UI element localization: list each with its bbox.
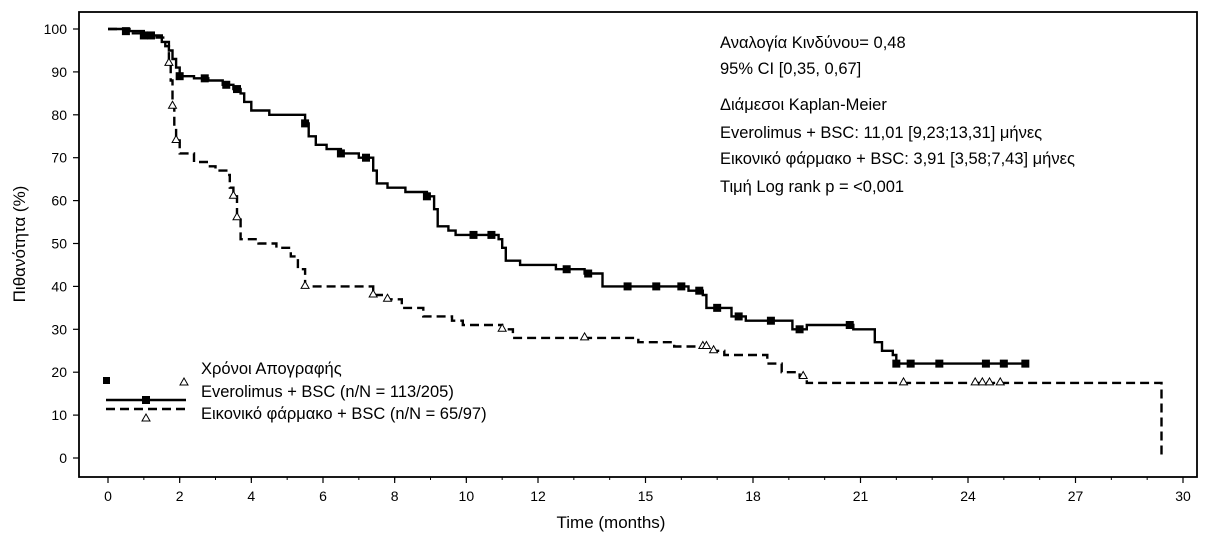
censor-square-marker [766, 316, 775, 325]
legend-censor-triangle-icon [179, 376, 189, 386]
censor-triangle-marker [300, 280, 310, 289]
censor-triangle-marker [708, 344, 719, 354]
annotation-ci: 95% CI [0,35, 0,67] [720, 60, 861, 78]
censor-square-marker [233, 85, 241, 94]
legend-square-marker-icon [142, 396, 150, 404]
annotation-hazard-ratio: Αναλογία Κινδύνου= 0,48 [720, 34, 906, 52]
x-tick-label: 15 [638, 488, 654, 504]
x-tick-label: 10 [459, 488, 475, 504]
x-tick-label: 27 [1068, 488, 1084, 504]
censor-square-marker [734, 312, 743, 321]
legend-triangle-marker-icon [141, 412, 151, 422]
legend-entry-everolimus: Everolimus + BSC (n/N = 113/205) [201, 383, 454, 401]
censor-square-marker [139, 31, 148, 40]
y-axis-ticks: 0 10 20 30 40 50 60 70 80 90 100 [44, 21, 79, 466]
censor-triangle-marker [970, 376, 981, 386]
censor-square-marker [469, 230, 478, 239]
x-tick-label: 4 [247, 488, 255, 504]
x-tick-label: 6 [319, 488, 327, 504]
censor-square-marker [200, 74, 209, 83]
censor-triangle-marker [579, 331, 590, 341]
x-tick-label: 0 [104, 488, 112, 504]
censor-square-marker [906, 359, 915, 368]
censor-square-marker [1021, 359, 1030, 368]
censor-triangle-marker [995, 376, 1006, 386]
censor-triangle-marker [898, 376, 909, 386]
series-layer [108, 27, 1163, 458]
censor-triangle-marker [232, 211, 242, 221]
y-tick-label: 90 [51, 64, 67, 80]
x-tick-label: 21 [853, 488, 869, 504]
censor-square-marker [713, 303, 722, 312]
censor-square-marker [999, 359, 1008, 368]
annotation-km-medians-title: Διάμεσοι Kaplan-Meier [720, 96, 887, 114]
legend-censor-square-icon [103, 377, 110, 384]
censor-square-marker [623, 282, 632, 291]
censor-square-marker [562, 265, 571, 274]
y-tick-label: 10 [51, 407, 67, 423]
y-tick-label: 50 [51, 236, 67, 252]
annotation-log-rank: Τιμή Log rank p = <0,001 [720, 178, 904, 196]
y-tick-label: 60 [51, 193, 67, 209]
annotation-block: Αναλογία Κινδύνου= 0,48 95% CI [0,35, 0,… [720, 34, 1075, 196]
x-tick-label: 30 [1175, 488, 1191, 504]
y-tick-label: 0 [59, 450, 67, 466]
censor-square-marker [892, 359, 901, 368]
censor-triangle-marker [798, 370, 809, 379]
y-tick-label: 100 [44, 21, 68, 37]
x-axis-label: Time (months) [557, 513, 666, 532]
legend-entry-placebo: Εικονικό φάρμακο + BSC (n/N = 65/97) [201, 405, 487, 423]
censor-triangle-marker [164, 57, 174, 66]
censor-square-marker [845, 321, 854, 330]
censor-triangle-marker [368, 288, 379, 298]
x-tick-label: 24 [960, 488, 976, 504]
censor-square-marker [935, 359, 944, 368]
x-tick-label: 2 [176, 488, 184, 504]
censor-square-marker [695, 286, 704, 295]
censor-square-marker [175, 72, 184, 81]
censor-square-marker [121, 27, 130, 36]
x-tick-label: 18 [745, 488, 761, 504]
plot-frame [78, 11, 1198, 478]
km-curve-everolimus [108, 27, 1026, 365]
censor-square-marker [487, 230, 496, 239]
censor-triangle-marker [701, 340, 712, 349]
censor-square-marker [422, 192, 431, 201]
legend-title: Χρόνοι Απογραφής [201, 360, 342, 378]
y-tick-label: 70 [51, 150, 67, 166]
x-tick-label: 8 [391, 488, 399, 504]
y-tick-label: 40 [51, 278, 67, 294]
censor-square-marker [677, 282, 686, 291]
y-axis-label: Πιθανότητα (%) [10, 186, 29, 303]
censor-triangle-marker [382, 293, 393, 302]
x-tick-label: 12 [530, 488, 546, 504]
x-axis-ticks: 0 2 4 6 8 10 12 15 18 21 24 27 30 [104, 477, 1191, 504]
censor-square-marker [222, 80, 231, 89]
censor-triangle-marker [984, 376, 995, 386]
annotation-median-everolimus: Everolimus + BSC: 11,01 [9,23;13,31] μήν… [720, 124, 1042, 142]
annotation-median-placebo: Εικονικό φάρμακο + BSC: 3,91 [3,58;7,43]… [720, 150, 1075, 168]
censor-square-marker [981, 359, 990, 368]
censor-square-marker [301, 119, 310, 128]
censor-square-marker [795, 325, 804, 334]
censor-square-marker [336, 149, 345, 158]
censor-triangle-marker [228, 190, 239, 199]
censor-triangle-marker [171, 134, 181, 144]
censor-square-marker [362, 153, 370, 162]
legend: Χρόνοι Απογραφής Everolimus + BSC (n/N =… [103, 360, 487, 423]
censor-square-marker [652, 282, 661, 291]
series-everolimus [108, 27, 1030, 368]
series-placebo [108, 27, 1163, 458]
censor-triangle-marker [497, 323, 508, 332]
censor-triangle-marker [167, 100, 178, 109]
censor-square-marker [584, 269, 593, 278]
y-tick-label: 30 [51, 321, 67, 337]
y-tick-label: 80 [51, 107, 67, 123]
y-tick-label: 20 [51, 364, 67, 380]
censor-triangle-marker [977, 376, 988, 386]
